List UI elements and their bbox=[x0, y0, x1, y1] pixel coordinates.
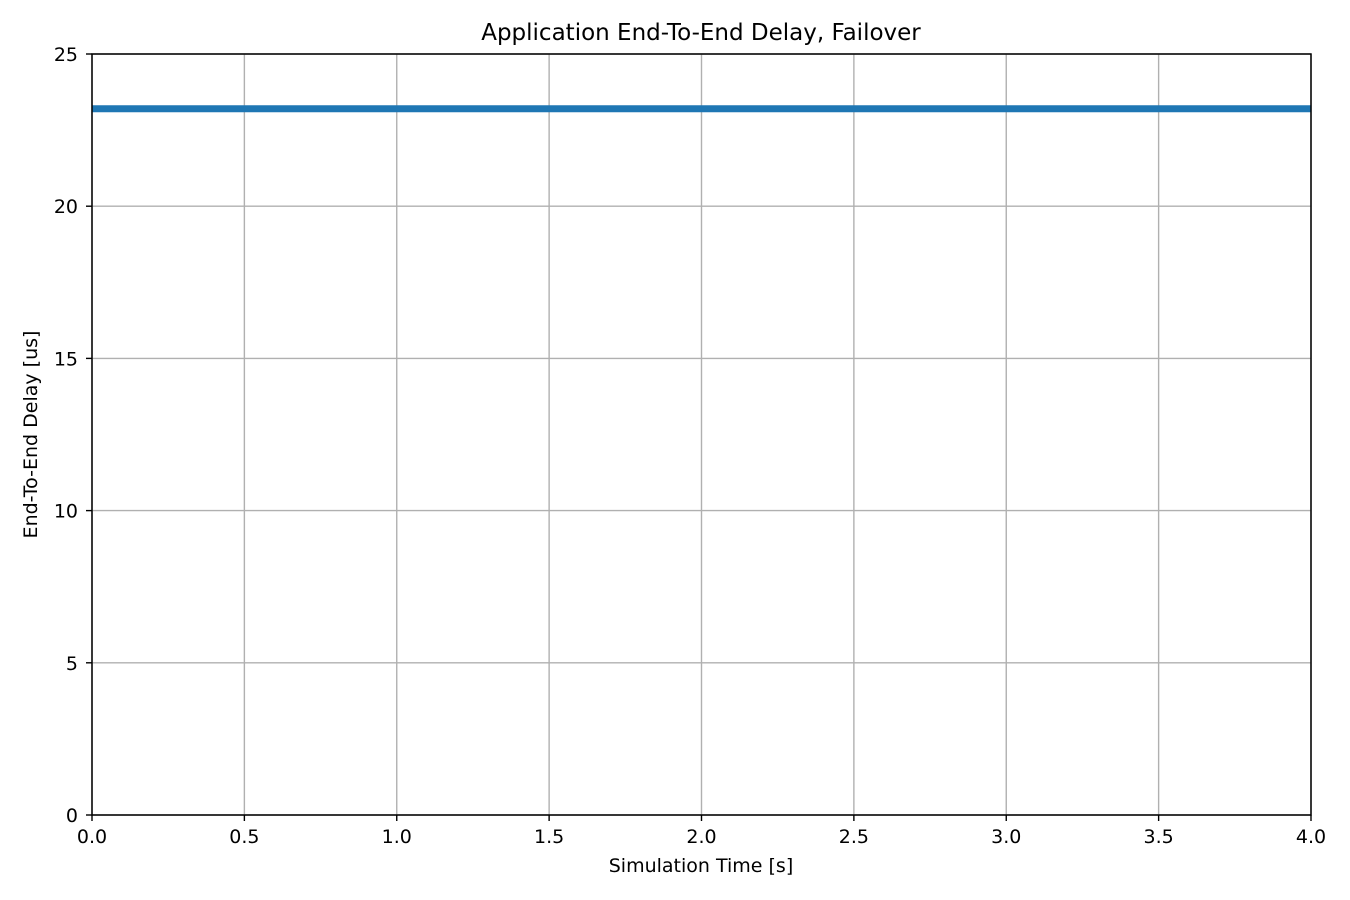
y-tick-label: 5 bbox=[66, 653, 78, 675]
x-tick-label: 0.0 bbox=[77, 826, 107, 848]
grid-layer bbox=[91, 53, 1312, 816]
x-tick-label: 2.5 bbox=[839, 826, 869, 848]
y-tick-label: 20 bbox=[54, 196, 78, 218]
y-tick-label: 15 bbox=[54, 348, 78, 370]
y-tick-label: 25 bbox=[54, 44, 78, 66]
x-tick-label: 1.5 bbox=[534, 826, 564, 848]
x-axis-ticks: 0.0 0.5 1.0 1.5 2.0 2.5 3.0 3.5 4.0 bbox=[77, 815, 1326, 848]
x-tick-label: 3.5 bbox=[1144, 826, 1174, 848]
x-axis-label: Simulation Time [s] bbox=[609, 855, 794, 877]
y-tick-label: 0 bbox=[66, 805, 78, 827]
x-tick-label: 0.5 bbox=[229, 826, 259, 848]
y-axis-label: End-To-End Delay [us] bbox=[20, 331, 42, 539]
y-axis-ticks: 0 5 10 15 20 25 bbox=[54, 44, 92, 827]
x-tick-label: 1.0 bbox=[382, 826, 412, 848]
x-tick-label: 4.0 bbox=[1296, 826, 1326, 848]
chart-title: Application End-To-End Delay, Failover bbox=[481, 20, 921, 46]
x-tick-label: 3.0 bbox=[991, 826, 1021, 848]
y-tick-label: 10 bbox=[54, 501, 78, 523]
x-tick-label: 2.0 bbox=[686, 826, 716, 848]
